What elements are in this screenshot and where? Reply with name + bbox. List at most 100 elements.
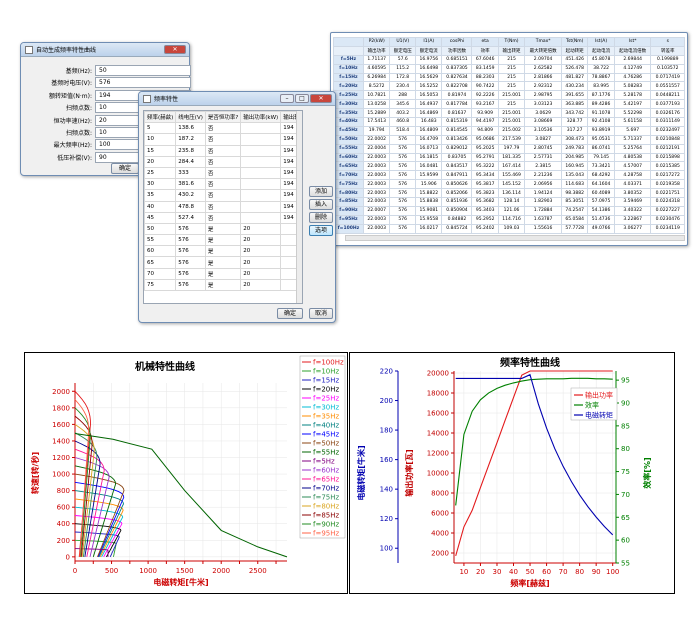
sheet-cell[interactable]: 3.22867 xyxy=(613,214,652,225)
grid-cell[interactable]: 20 xyxy=(240,256,282,269)
grid-cell[interactable] xyxy=(240,133,282,146)
grid-row[interactable]: 30 381.6 否 194 xyxy=(144,178,302,191)
sheet-row-header[interactable]: f=30Hz xyxy=(333,99,364,110)
sheet-cell[interactable]: 172.8 xyxy=(389,72,417,83)
sheet-cell[interactable]: 93.8919 xyxy=(587,125,615,136)
sheet-cell[interactable]: 0.0311149 xyxy=(650,117,685,127)
sheet-row[interactable]: f=40Hz 17.5413 460.8 16.483 0.815319 94.4197 2… xyxy=(333,117,685,127)
grid-cell[interactable]: 576 xyxy=(175,267,206,280)
sheet-cell[interactable]: 145.152 xyxy=(497,179,526,190)
sheet-cell[interactable]: 0.103572 xyxy=(650,63,685,74)
grid-cell[interactable]: 35 xyxy=(144,189,177,202)
sheet-row-header[interactable]: f=60Hz xyxy=(333,152,364,163)
sheet-cell[interactable]: 16.4937 xyxy=(415,99,443,110)
sheet-row[interactable]: f=50Hz 22.0002 576 16.4709 0.813426 95.0686 21… xyxy=(333,134,685,145)
sheet-row[interactable]: f=5Hz 1.71137 57.6 16.9756 0.685151 67.6046 21… xyxy=(333,54,685,65)
sheet-cell[interactable]: 49.0766 xyxy=(587,223,615,234)
sheet-cell[interactable]: 0.817784 xyxy=(441,99,473,110)
sheet-cell[interactable]: 0.84882 xyxy=(441,214,473,225)
sheet-column-header[interactable]: s xyxy=(650,37,685,47)
sheet-cell[interactable]: 16.0481 xyxy=(415,161,443,172)
sheet-cell[interactable]: 0.81637 xyxy=(441,108,473,119)
sheet-cell[interactable]: 22.0003 xyxy=(362,197,391,207)
sheet-cell[interactable]: 204.985 xyxy=(560,152,589,163)
sheet-cell[interactable]: 4.80538 xyxy=(613,152,652,163)
sheet-cell[interactable]: 95.2025 xyxy=(471,143,499,154)
sheet-cell[interactable]: 95.3823 xyxy=(471,188,499,199)
sheet-cell[interactable]: 3.08669 xyxy=(524,117,562,127)
options-button[interactable]: 选项 xyxy=(309,225,333,236)
sheet-cell[interactable]: 5.25764 xyxy=(613,143,652,154)
sheet-cell[interactable]: 8.5272 xyxy=(362,81,391,92)
sheet-cell[interactable]: 576 xyxy=(389,152,417,163)
sheet-cell[interactable]: 90.7422 xyxy=(471,81,499,92)
sheet-cell[interactable]: 5.42197 xyxy=(613,99,652,110)
sheet-row[interactable]: f=25Hz 10.7821 288 16.5053 0.81974 92.2226 215… xyxy=(333,90,685,101)
sheet-cell[interactable]: 0.0212191 xyxy=(650,143,685,154)
sheet-cell[interactable]: 481.827 xyxy=(560,72,589,83)
sheet-cell[interactable]: 2.92312 xyxy=(524,81,562,92)
sheet-cell[interactable]: 160.945 xyxy=(560,161,589,172)
sheet-cell[interactable]: 95.0686 xyxy=(471,134,499,145)
sheet-cell[interactable]: 95.3403 xyxy=(471,205,499,216)
frequency-grid[interactable]: 频率(赫兹)线电压(V)是否恒功率?输出功率(kW)输出转矩(Nm) 5138.… xyxy=(144,111,302,292)
ok-button[interactable]: 确定 xyxy=(277,308,303,319)
grid-cell[interactable]: 478.8 xyxy=(175,200,206,213)
sheet-cell[interactable]: 1.55616 xyxy=(524,223,562,234)
sheet-cell[interactable]: 2.80745 xyxy=(524,143,562,154)
sheet-cell[interactable]: 1.82903 xyxy=(524,197,562,207)
sheet-row-header[interactable]: f=55Hz xyxy=(333,143,364,154)
sheet-cell[interactable]: 79.145 xyxy=(587,152,615,163)
grid-cell[interactable]: 576 xyxy=(175,245,206,258)
sheet-row-header[interactable]: f=20Hz xyxy=(333,81,364,92)
sheet-cell[interactable]: 0.814545 xyxy=(441,125,473,136)
sheet-cell[interactable]: 22.0004 xyxy=(362,143,391,154)
sheet-column-header[interactable]: P2(kW) xyxy=(362,37,391,47)
grid-cell[interactable]: 576 xyxy=(175,234,206,247)
sheet-column-header[interactable] xyxy=(333,37,364,47)
grid-cell[interactable]: 70 xyxy=(144,267,177,280)
grid-cell[interactable]: 是 xyxy=(204,256,242,269)
sheet-cell[interactable]: 16.4709 xyxy=(415,134,443,145)
sheet-cell[interactable]: 78.8867 xyxy=(587,72,615,83)
sheet-cell[interactable]: 155.469 xyxy=(497,170,526,181)
sheet-row-header[interactable]: f=50Hz xyxy=(333,134,364,145)
sheet-column-header[interactable]: Tmax* xyxy=(524,37,562,47)
sheet-cell[interactable]: 363.885 xyxy=(560,99,589,110)
sheet-cell[interactable]: 181.335 xyxy=(497,152,526,163)
sheet-cell[interactable]: 4.76286 xyxy=(613,72,652,83)
sheet-cell[interactable]: 215 xyxy=(497,72,526,83)
sheet-cell[interactable]: 0.850626 xyxy=(441,179,473,190)
sheet-cell[interactable]: 576 xyxy=(389,179,417,190)
sheet-cell[interactable]: 19.794 xyxy=(362,125,391,136)
sheet-cell[interactable]: 15.9081 xyxy=(415,205,443,216)
sheet-cell[interactable]: 3.0629 xyxy=(524,108,562,119)
grid-cell[interactable] xyxy=(240,122,282,135)
sheet-cell[interactable]: 576 xyxy=(389,197,417,207)
sheet-cell[interactable]: 3.80352 xyxy=(613,188,652,199)
grid-scrollbar[interactable] xyxy=(296,111,302,303)
sheet-row[interactable]: f=75Hz 22.0003 576 15.906 0.850626 95.3817 145… xyxy=(333,179,685,190)
sheet-cell[interactable]: 215 xyxy=(497,81,526,92)
sheet-cell[interactable]: 88.2303 xyxy=(471,72,499,83)
sheet-cell[interactable]: 92.4108 xyxy=(587,117,615,127)
grid-cell[interactable]: 576 xyxy=(175,256,206,269)
sheet-cell[interactable]: 6.26984 xyxy=(362,72,391,83)
sheet-cell[interactable]: 1.72884 xyxy=(524,205,562,216)
sheet-cell[interactable]: 15.9599 xyxy=(415,170,443,181)
sheet-cell[interactable]: 54.1386 xyxy=(587,205,615,216)
sheet-cell[interactable]: 22.0007 xyxy=(362,205,391,216)
sheet-cell[interactable]: 576 xyxy=(389,188,417,199)
sheet-cell[interactable]: 15.9558 xyxy=(415,214,443,225)
close-button[interactable]: ✕ xyxy=(164,45,186,54)
sheet-cell[interactable]: 128.14 xyxy=(497,197,526,207)
grid-cell[interactable]: 576 xyxy=(175,278,206,292)
sheet-row-header[interactable]: f=35Hz xyxy=(333,108,364,119)
sheet-cell[interactable]: 0.0217272 xyxy=(650,170,685,181)
sheet-cell[interactable]: 308.473 xyxy=(560,134,589,145)
grid-cell[interactable]: 否 xyxy=(204,200,242,213)
sheet-cell[interactable]: 460.8 xyxy=(389,117,417,127)
sheet-cell[interactable]: 0.83705 xyxy=(441,152,473,163)
sheet-row-header[interactable]: f=75Hz xyxy=(333,179,364,190)
sheet-column-header[interactable]: I1(A) xyxy=(415,37,443,47)
